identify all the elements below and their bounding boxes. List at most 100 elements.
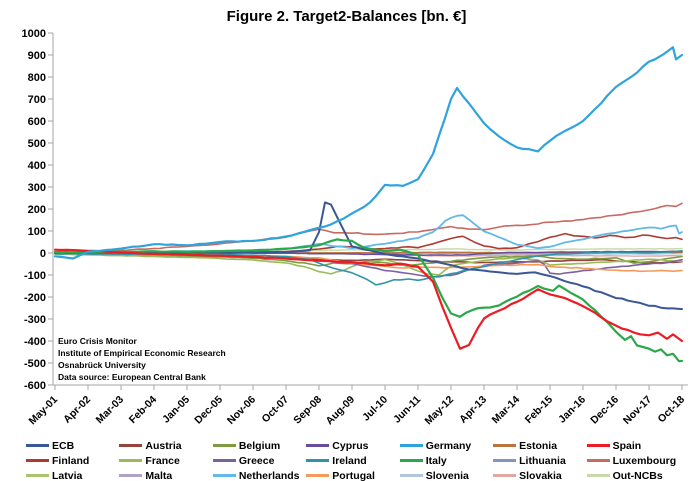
source-note: Euro Crisis Monitor Institute of Empirica…	[58, 335, 226, 383]
legend-label: France	[145, 454, 180, 467]
legend-item-ireland: Ireland	[306, 453, 395, 468]
x-tick-label: Jan-05	[160, 394, 192, 426]
legend-swatch	[586, 444, 610, 447]
legend-item-latvia: Latvia	[26, 468, 115, 481]
x-tick-label: Jul-10	[360, 394, 390, 424]
y-tick-label: 100	[28, 226, 46, 238]
legend-label: Lithuania	[519, 454, 566, 467]
legend-swatch	[119, 444, 143, 447]
x-tick-label: Nov-06	[225, 394, 258, 427]
y-tick-label: 200	[28, 204, 46, 216]
legend-label: Slovenia	[425, 469, 469, 481]
y-tick-label: 0	[40, 248, 46, 260]
legend-swatch	[493, 459, 517, 462]
legend-swatch	[306, 444, 330, 447]
y-tick-label: -100	[24, 270, 46, 282]
y-tick-label: -500	[24, 358, 46, 370]
legend-label: Slovakia	[519, 469, 562, 481]
x-tick-label: Mar-14	[490, 394, 523, 427]
legend-label: Ireland	[332, 454, 367, 467]
legend-label: Austria	[145, 439, 182, 452]
source-note-line: Data source: European Central Bank	[58, 372, 206, 383]
legend-swatch	[26, 459, 49, 462]
x-tick-label: May-01	[26, 394, 60, 428]
series-line-spain	[53, 248, 684, 350]
legend-label: Portugal	[332, 469, 375, 481]
source-note-line: Euro Crisis Monitor	[58, 336, 137, 346]
legend-swatch	[212, 474, 236, 477]
legend-swatch	[399, 444, 423, 447]
y-tick-label: 600	[28, 116, 46, 128]
legend-label: Latvia	[52, 469, 83, 481]
legend-label: Luxembourg	[612, 454, 676, 467]
legend-label: Finland	[52, 454, 90, 467]
series-line-ecb	[54, 201, 683, 311]
legend-item-malta: Malta	[119, 468, 208, 481]
x-tick-label: Oct-07	[260, 394, 292, 426]
legend-swatch	[26, 474, 49, 477]
legend-item-france: France	[119, 453, 208, 468]
legend-item-lithuania: Lithuania	[493, 453, 582, 468]
x-tick-label: Mar-03	[94, 394, 127, 427]
y-tick-label: 1000	[22, 28, 46, 40]
legend-item-belgium: Belgium	[212, 438, 302, 453]
y-tick-label: 800	[28, 72, 46, 84]
x-tick-label: Sep-08	[291, 394, 324, 427]
legend-item-portugal: Portugal	[306, 468, 395, 481]
y-tick-label: -600	[24, 380, 46, 392]
x-tick-label: Feb-04	[127, 394, 160, 427]
legend-item-italy: Italy	[399, 453, 489, 468]
legend-item-finland: Finland	[26, 453, 115, 468]
legend-label: Germany	[425, 439, 472, 452]
x-tick-label: Apr-13	[457, 394, 489, 426]
legend-item-austria: Austria	[119, 438, 208, 453]
source-note-line: Osnabrück University	[58, 360, 146, 371]
x-tick-label: Jan-16	[556, 394, 588, 426]
legend-label: Out-NCBs	[612, 469, 663, 481]
series-line-luxembourg	[54, 202, 683, 254]
x-tick-label: Dec-16	[588, 394, 621, 427]
series-line-germany	[53, 46, 684, 260]
legend-label: Greece	[238, 454, 275, 467]
legend-item-estonia: Estonia	[493, 438, 582, 453]
x-tick-label: Nov-17	[621, 394, 654, 427]
legend-item-netherlands: Netherlands	[212, 468, 302, 481]
legend-label: Estonia	[519, 439, 558, 452]
legend-label: Belgium	[238, 439, 281, 452]
legend-item-luxembourg: Luxembourg	[586, 453, 676, 468]
legend-swatch	[493, 474, 517, 477]
legend-swatch	[586, 474, 610, 477]
legend: ECB Austria Belgium Cyprus Germany Estonia Spa…	[26, 438, 676, 481]
legend-item-spain: Spain	[586, 438, 676, 453]
y-tick-label: 500	[28, 138, 46, 150]
legend-item-cyprus: Cyprus	[306, 438, 395, 453]
series-line-france	[54, 253, 683, 276]
y-tick-label: -400	[24, 336, 46, 348]
legend-item-slovenia: Slovenia	[399, 468, 489, 481]
legend-swatch	[212, 459, 236, 462]
legend-label: Malta	[145, 469, 173, 481]
legend-swatch	[119, 459, 143, 462]
y-tick-label: -300	[24, 314, 46, 326]
legend-swatch	[493, 444, 517, 447]
x-tick-label: Dec-05	[192, 394, 225, 427]
legend-swatch	[586, 459, 610, 462]
legend-item-germany: Germany	[399, 438, 489, 453]
legend-item-ecb: ECB	[26, 438, 115, 453]
x-tick-label: Oct-18	[656, 394, 688, 426]
y-tick-label: 400	[28, 160, 46, 172]
x-tick-label: Aug-09	[323, 394, 357, 428]
y-tick-label: 900	[28, 50, 46, 62]
x-tick-label: May-12	[422, 394, 456, 428]
legend-swatch	[26, 444, 49, 447]
x-tick-label: Jun-11	[391, 394, 423, 426]
chart-title: Figure 2. Target2-Balances [bn. €]	[226, 8, 467, 25]
legend-label: ECB	[52, 439, 75, 452]
y-tick-label: 300	[28, 182, 46, 194]
legend-item-out-ncbs: Out-NCBs	[586, 468, 676, 481]
legend-item-slovakia: Slovakia	[493, 468, 582, 481]
legend-swatch	[212, 444, 236, 447]
y-tick-label: 700	[28, 94, 46, 106]
legend-swatch	[399, 474, 423, 477]
